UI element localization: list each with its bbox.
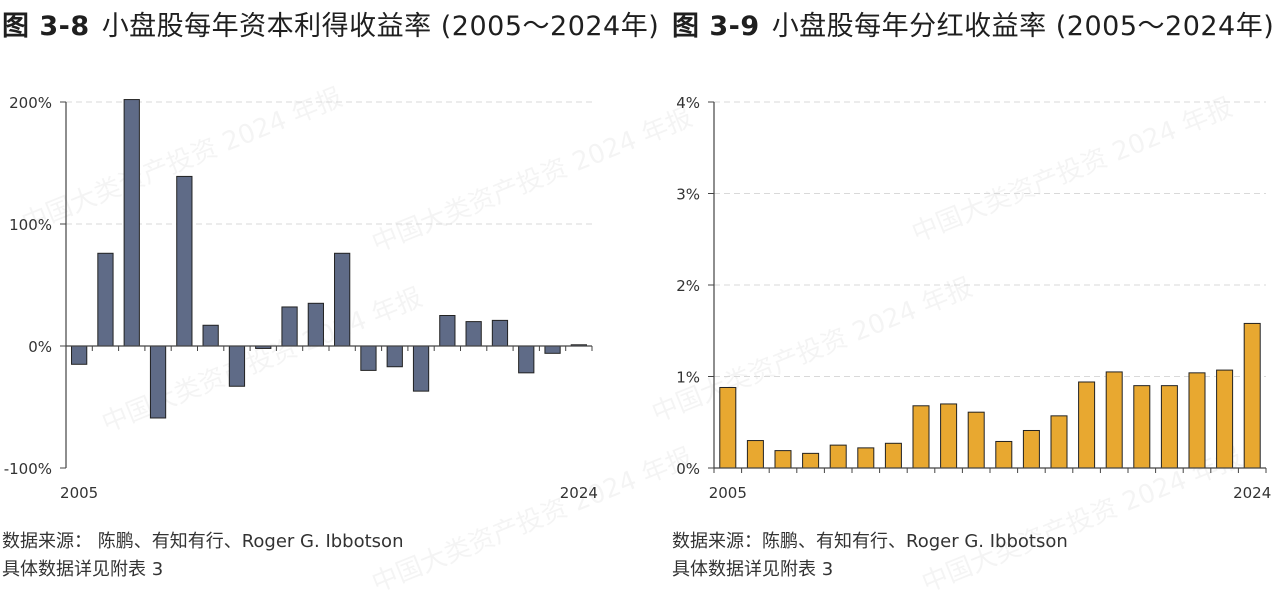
y-tick-label: 0% (676, 460, 700, 478)
bar-2022 (518, 345, 535, 374)
y-tick-label: 4% (676, 94, 700, 112)
bar-2006 (97, 252, 114, 347)
bar-2011 (884, 442, 902, 469)
figure-number: 图 3-8 (2, 11, 90, 42)
chart-panel-capital-gain: 图 3-8 小盘股每年资本利得收益率 (2005～2024年) 200% 100% 0… (0, 0, 659, 586)
bar-2011 (228, 345, 246, 387)
bar-2020 (1133, 385, 1151, 469)
bar-2005 (71, 345, 88, 365)
y-tick-label: 3% (676, 186, 700, 204)
bar-2014 (307, 302, 324, 347)
x-tick-label: 2005 (60, 484, 98, 502)
bar-2008 (149, 345, 167, 419)
x-tick-label: 2005 (709, 484, 747, 502)
bar-2008 (802, 452, 820, 469)
source-line: 数据来源：陈鹏、有知有行、Roger G. Ibbotson (672, 531, 1068, 552)
bar-2017 (1050, 415, 1068, 469)
source-line: 数据来源： 陈鹏、有知有行、Roger G. Ibbotson (2, 531, 404, 552)
bar-chart-dividend: 4% 3% 2% 1% 0% 2005 2024 (676, 94, 1271, 502)
bar-2021 (491, 319, 509, 347)
bar-2020 (465, 321, 482, 347)
bar-2023 (544, 345, 561, 354)
bar-2015 (995, 440, 1013, 469)
bar-2021 (1160, 385, 1178, 469)
bar-2022 (1188, 372, 1206, 469)
bar-2023 (1216, 369, 1234, 469)
bar-2010 (857, 447, 875, 469)
source-note: 数据来源： 陈鹏、有知有行、Roger G. Ibbotson 具体数据详见附表… (2, 528, 403, 584)
y-tick-label: -100% (4, 460, 52, 478)
x-tick-label: 2024 (560, 484, 598, 502)
bar-2015 (334, 252, 351, 347)
bar-2018 (412, 345, 430, 392)
bar-chart-capital-gain: 200% 100% 0% -100% 2005 2024 (4, 94, 598, 502)
bar-2016 (360, 345, 377, 371)
bar-2012 (912, 405, 930, 469)
bar-2010 (202, 324, 219, 347)
bar-2006 (746, 440, 764, 469)
bar-2007 (123, 99, 140, 347)
bar-2005 (719, 386, 737, 469)
bar-2014 (967, 411, 985, 469)
bar-2016 (1022, 429, 1040, 469)
bar-2024 (1243, 322, 1261, 469)
appendix-note: 具体数据详见附表 3 (2, 559, 164, 580)
y-tick-label: 0% (28, 338, 52, 356)
bar-2019 (439, 315, 456, 347)
chart-title-text: 小盘股每年资本利得收益率 (2005～2024年) (101, 11, 660, 42)
bar-2009 (176, 175, 193, 347)
chart-panel-dividend: 图 3-9 小盘股每年分红收益率 (2005～2024年) 4% 3% 2% 1% 0% 2… (670, 0, 1280, 586)
source-note: 数据来源：陈鹏、有知有行、Roger G. Ibbotson 具体数据详见附表 … (672, 528, 1068, 584)
bar-2013 (281, 306, 298, 347)
figure-number: 图 3-9 (672, 11, 760, 42)
bar-2018 (1078, 381, 1096, 469)
chart-title-text: 小盘股每年分红收益率 (2005～2024年) (771, 11, 1275, 42)
y-tick-label: 1% (676, 369, 700, 387)
bar-2009 (829, 444, 847, 469)
bar-2013 (940, 403, 958, 469)
y-tick-label: 100% (9, 216, 52, 234)
bar-2017 (386, 345, 403, 368)
y-tick-label: 200% (9, 94, 52, 112)
bar-2007 (774, 450, 792, 469)
y-tick-label: 2% (676, 277, 700, 295)
bar-2019 (1105, 371, 1123, 469)
chart-title: 图 3-8 小盘股每年资本利得收益率 (2005～2024年) (2, 4, 659, 43)
appendix-note: 具体数据详见附表 3 (672, 559, 834, 580)
chart-title: 图 3-9 小盘股每年分红收益率 (2005～2024年) (672, 4, 1274, 43)
x-tick-label: 2024 (1233, 484, 1271, 502)
